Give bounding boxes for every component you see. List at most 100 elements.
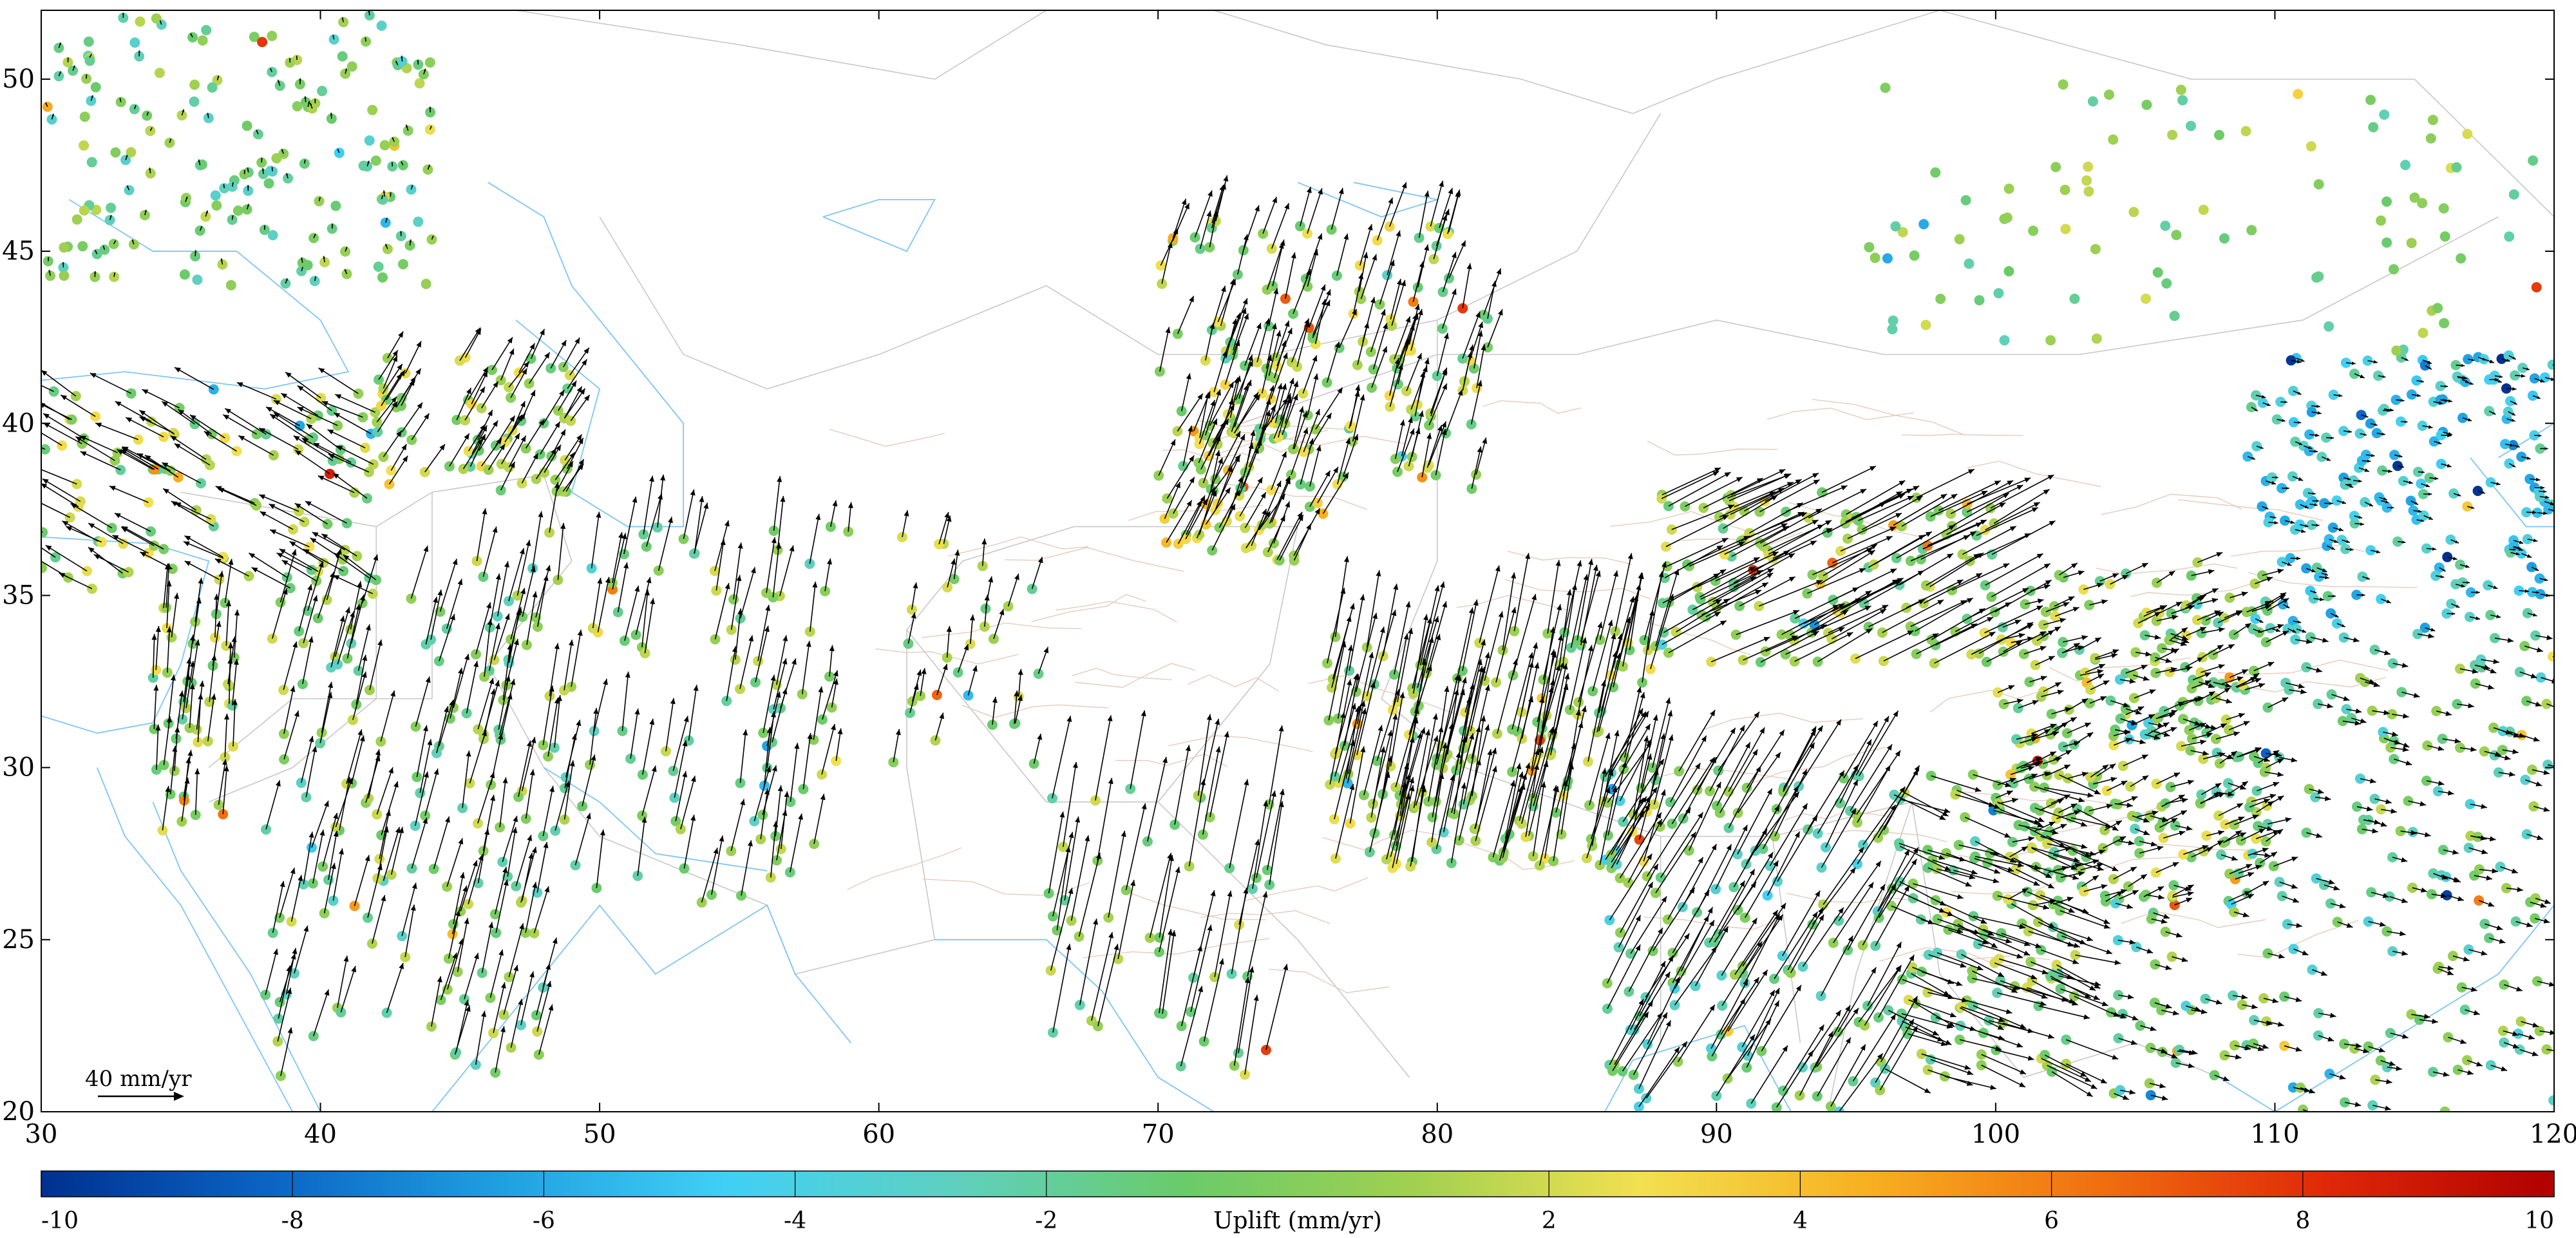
velocity-arrow: [224, 408, 267, 435]
velocity-arrow: [285, 372, 321, 399]
velocity-arrow: [93, 554, 129, 573]
velocity-arrow: [279, 549, 296, 603]
arrow-head: [439, 444, 445, 451]
fault-line: [1610, 511, 1761, 535]
velocity-arrow: [187, 634, 194, 681]
gnss-station: [1880, 82, 1891, 93]
velocity-arrow: [152, 634, 155, 678]
arrow-head: [278, 79, 280, 83]
gnss-station: [1887, 324, 1898, 335]
gnss-station: [2311, 272, 2322, 283]
velocity-arrow: [334, 607, 350, 657]
arrow-head: [52, 113, 54, 117]
gnss-station: [421, 278, 431, 289]
arrow-head: [137, 453, 144, 459]
gnss-station: [2306, 141, 2316, 152]
gnss-station: [413, 216, 424, 227]
arrow-head: [533, 453, 538, 460]
velocity-arrow: [289, 540, 324, 564]
arrow-head: [189, 415, 196, 421]
gnss-station: [158, 544, 169, 555]
arrow-head: [396, 430, 402, 437]
arrow-head: [292, 642, 298, 648]
velocity-arrow: [122, 446, 166, 470]
velocity-arrow: [439, 558, 457, 612]
arrow-head: [204, 431, 211, 437]
velocity-arrow: [303, 832, 313, 885]
gnss-station: [2382, 196, 2392, 207]
arrow-head: [247, 185, 249, 187]
gnss-station: [2324, 321, 2334, 332]
gnss-station: [2161, 278, 2172, 289]
arrow-head: [333, 813, 338, 819]
gnss-station: [135, 16, 146, 27]
arrow-head: [223, 414, 230, 420]
velocity-arrow: [477, 828, 489, 884]
fault-line: [1507, 551, 1632, 565]
velocity-arrow: [184, 560, 220, 580]
fault-line: [1072, 667, 1172, 681]
velocity-arrow: [376, 767, 393, 815]
arrow-head: [162, 401, 168, 407]
arrow-head: [551, 448, 556, 455]
gnss-station: [242, 120, 252, 131]
arrow-head: [126, 417, 133, 423]
velocity-arrow: [383, 826, 401, 881]
gnss-station: [2379, 110, 2390, 120]
gnss-station: [189, 96, 200, 107]
arrow-head: [466, 388, 471, 394]
velocity-arrow: [335, 777, 353, 828]
arrow-head: [61, 395, 68, 401]
arrow-head: [318, 561, 324, 568]
velocity-arrow: [415, 676, 430, 727]
arrow-head: [140, 551, 147, 557]
gnss-station: [2439, 1106, 2450, 1112]
velocity-arrow: [305, 500, 348, 524]
velocity-arrow: [161, 401, 195, 425]
velocity-arrow: [251, 567, 291, 589]
arrow-head: [225, 600, 231, 607]
arrow-head: [301, 267, 303, 269]
arrow-head: [144, 455, 151, 461]
gnss-station: [2528, 155, 2539, 166]
fault-line: [2248, 572, 2418, 589]
velocity-arrow: [424, 768, 439, 816]
gnss-station: [2368, 122, 2379, 133]
velocity-arrow: [501, 433, 520, 464]
arrow-head: [560, 429, 565, 436]
gnss-station: [1888, 315, 1899, 326]
velocity-arrow: [41, 370, 77, 397]
gnss-station: [2240, 126, 2251, 137]
gnss-station: [59, 271, 70, 281]
border-line: [1827, 801, 1913, 1112]
arrow-head: [151, 634, 157, 640]
arrow-head: [334, 412, 341, 418]
gnss-station: [373, 262, 384, 272]
arrow-head: [411, 185, 413, 187]
gnss-station: [2376, 215, 2387, 226]
velocity-arrow: [301, 736, 314, 783]
velocity-arrow: [114, 512, 151, 532]
gnss-station: [1870, 252, 1880, 263]
gnss-station: [2439, 318, 2450, 329]
arrow-head: [207, 113, 209, 115]
gnss-station: [2060, 224, 2071, 234]
velocity-arrow: [178, 408, 213, 435]
gnss-station: [2141, 293, 2151, 304]
gnss-station: [358, 160, 369, 171]
gnss-station: [2548, 1095, 2554, 1106]
arrow-head: [198, 578, 204, 584]
arrow-head: [223, 184, 225, 186]
velocity-arrow: [272, 588, 287, 639]
arrow-head: [95, 250, 97, 252]
velocity-arrow: [278, 965, 291, 1019]
border-line: [599, 113, 1662, 390]
arrow-head: [520, 435, 526, 443]
arrow-head: [357, 581, 363, 587]
arrow-head: [337, 149, 339, 151]
arrow-head: [251, 567, 258, 573]
arrow-head: [114, 513, 121, 519]
velocity-arrow: [269, 503, 305, 523]
arrow-head: [304, 159, 306, 162]
arrow-head: [529, 343, 535, 350]
